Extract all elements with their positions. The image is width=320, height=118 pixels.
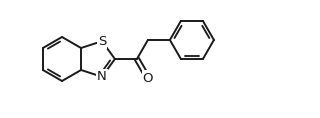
Text: N: N (97, 70, 107, 83)
Text: S: S (98, 35, 106, 48)
Text: O: O (143, 72, 153, 85)
